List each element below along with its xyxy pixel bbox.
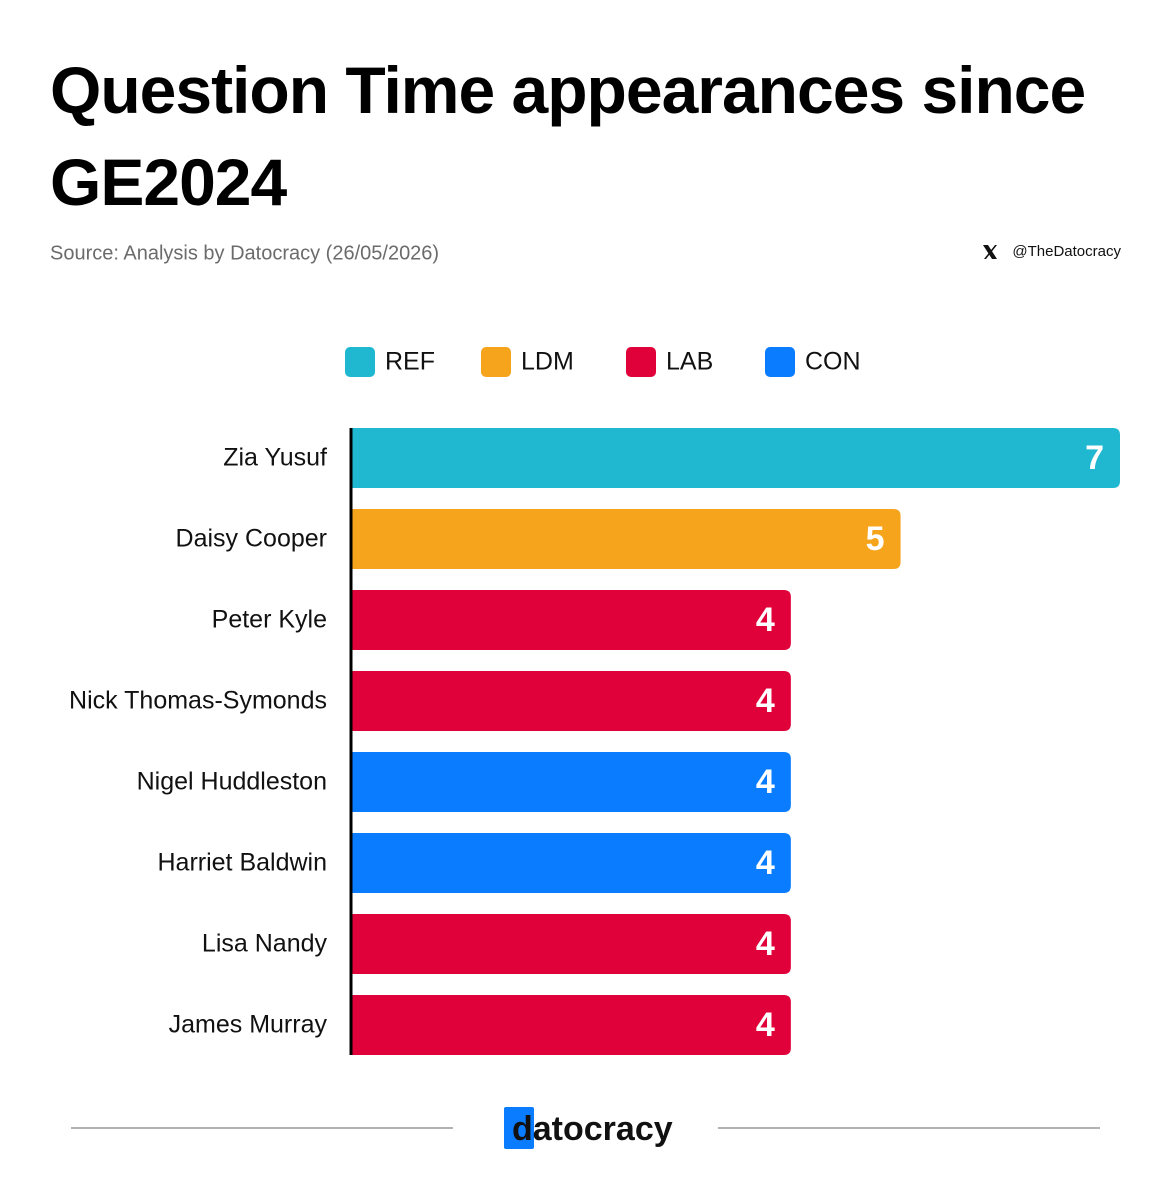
legend-label: REF <box>385 348 435 376</box>
legend-label: CON <box>805 348 861 376</box>
bar <box>352 671 791 731</box>
handle: @TheDatocracy <box>1012 243 1121 260</box>
value-label: 7 <box>1085 439 1104 477</box>
category-label: James Murray <box>169 1011 328 1039</box>
legend-swatch <box>481 347 511 377</box>
category-label: Nick Thomas-Symonds <box>69 687 327 715</box>
bar <box>352 428 1120 488</box>
logo-mark <box>504 1107 534 1149</box>
value-label: 5 <box>866 520 885 558</box>
bar <box>352 914 791 974</box>
category-label: Nigel Huddleston <box>137 768 327 796</box>
bar <box>352 590 791 650</box>
category-label: Harriet Baldwin <box>157 849 327 877</box>
category-label: Daisy Cooper <box>176 525 327 553</box>
x-logo <box>983 245 997 259</box>
legend-swatch <box>765 347 795 377</box>
bar <box>352 752 791 812</box>
value-label: 4 <box>756 844 775 882</box>
legend-swatch <box>626 347 656 377</box>
legend-label: LAB <box>666 348 713 376</box>
source: Source: Analysis by Datocracy (26/05/202… <box>50 242 439 264</box>
value-label: 4 <box>756 601 775 639</box>
value-label: 4 <box>756 682 775 720</box>
value-label: 4 <box>756 925 775 963</box>
bar <box>352 509 901 569</box>
category-label: Peter Kyle <box>212 606 327 634</box>
legend-swatch <box>345 347 375 377</box>
bar <box>352 833 791 893</box>
legend-label: LDM <box>521 348 574 376</box>
value-label: 4 <box>756 763 775 801</box>
category-label: Zia Yusuf <box>223 444 327 472</box>
value-label: 4 <box>756 1006 775 1044</box>
bar <box>352 995 791 1055</box>
brand-logo: datocracy <box>512 1110 673 1148</box>
chart-title: Question Time appearances since GE2024 <box>50 53 1086 219</box>
category-label: Lisa Nandy <box>202 930 328 958</box>
